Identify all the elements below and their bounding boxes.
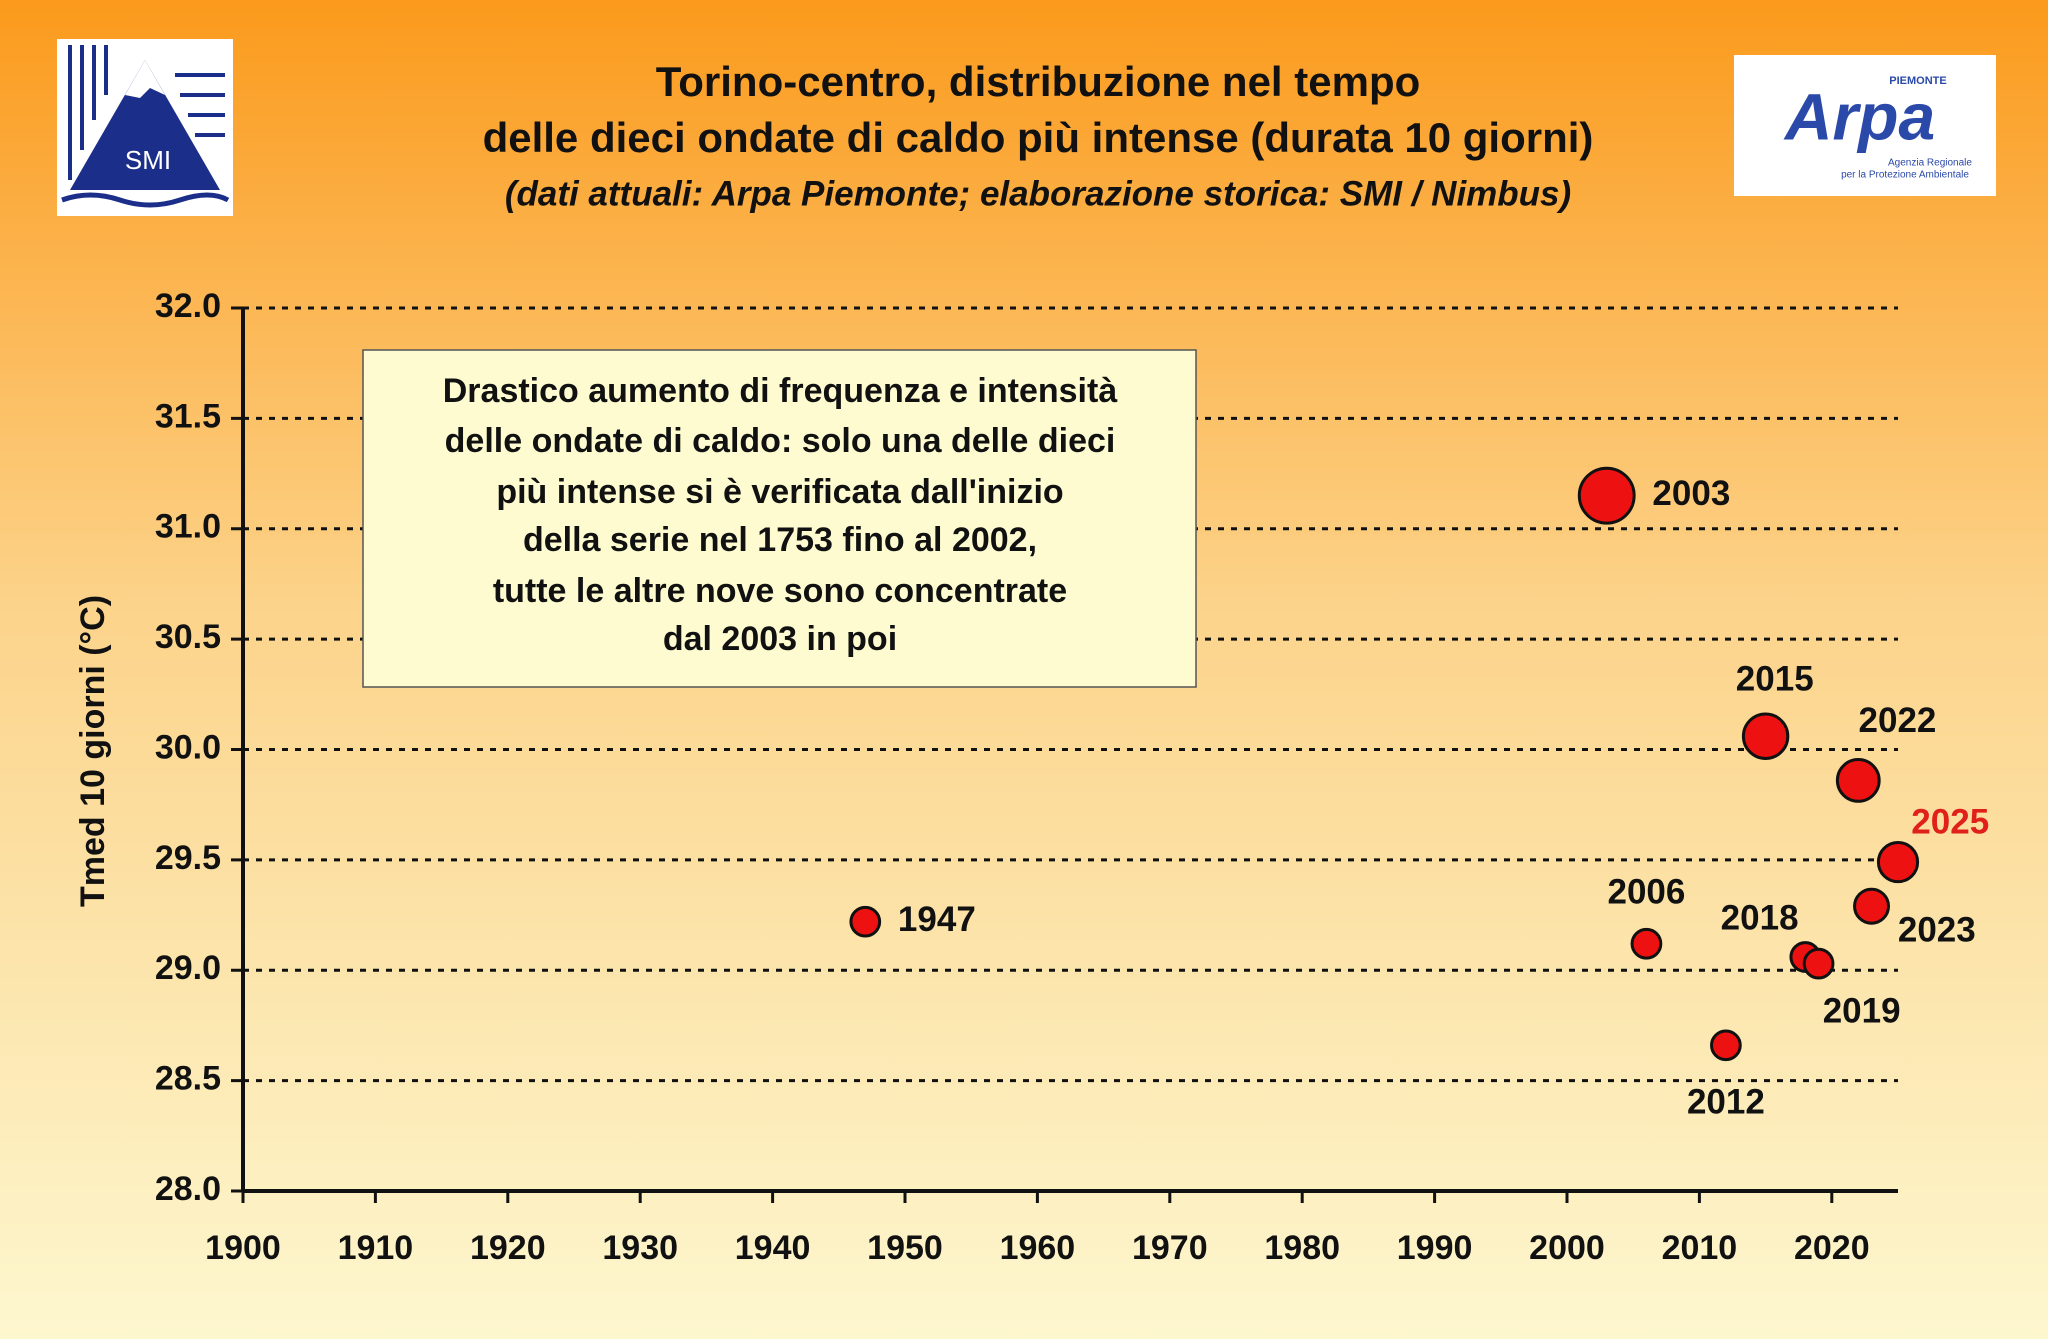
annotation-text: dal 2003 in poi	[663, 620, 897, 658]
arpa-logo-name: Arpa	[1783, 79, 1935, 153]
x-tick-label: 1980	[1264, 1229, 1340, 1267]
point-label: 2018	[1721, 899, 1799, 938]
x-tick-label: 1950	[867, 1229, 943, 1267]
annotation-text: delle ondate di caldo: solo una delle di…	[445, 422, 1116, 460]
point-label: 2022	[1859, 701, 1937, 740]
x-tick-label: 2000	[1529, 1229, 1605, 1267]
annotation-text: Drastico aumento di frequenza e intensit…	[443, 372, 1118, 410]
x-tick-label: 1970	[1132, 1229, 1208, 1267]
point-label: 2015	[1736, 660, 1814, 699]
bubble	[1741, 712, 1790, 760]
x-tick-label: 1900	[205, 1229, 281, 1267]
x-tick-label: 1990	[1397, 1229, 1473, 1267]
point-label: 1947	[898, 900, 976, 939]
bubble	[1802, 947, 1835, 980]
annotation-text: più intense si è verificata dall'inizio	[496, 473, 1063, 511]
y-tick-label: 30.0	[155, 728, 221, 766]
x-tick-label: 1930	[602, 1229, 678, 1267]
x-tick-label: 1910	[338, 1229, 414, 1267]
bubble	[1876, 840, 1920, 884]
point-label: 2023	[1898, 911, 1976, 950]
y-tick-label: 31.5	[155, 397, 221, 435]
bubble	[1577, 466, 1636, 525]
chart-title: delle dieci ondate di caldo più intense …	[483, 114, 1594, 161]
chart-subtitle: (dati attuali: Arpa Piemonte; elaborazio…	[505, 174, 1571, 213]
chart-title: Torino-centro, distribuzione nel tempo	[656, 58, 1421, 105]
bubble	[1630, 927, 1663, 960]
bubble	[1835, 758, 1881, 803]
x-tick-label: 2020	[1794, 1229, 1870, 1267]
arpa-logo-region: PIEMONTE	[1889, 75, 1946, 87]
x-tick-label: 1940	[735, 1229, 811, 1267]
bubble	[1710, 1029, 1742, 1062]
arpa-logo: Arpa PIEMONTE Agenzia Regionale per la P…	[1734, 55, 1996, 196]
y-tick-label: 31.0	[155, 508, 221, 546]
x-tick-label: 1960	[1000, 1229, 1076, 1267]
point-label: 2025	[1911, 802, 1989, 841]
y-tick-label: 29.0	[155, 949, 221, 987]
bubble	[849, 905, 882, 938]
point-label: 2003	[1652, 474, 1730, 513]
point-label: 2012	[1687, 1082, 1765, 1121]
point-label: 2019	[1823, 992, 1901, 1031]
annotation-text: tutte le altre nove sono concentrate	[493, 572, 1067, 610]
y-tick-label: 32.0	[155, 287, 221, 325]
y-tick-label: 28.0	[155, 1170, 221, 1208]
smi-logo: SMI	[57, 39, 233, 216]
y-tick-label: 30.5	[155, 618, 221, 656]
y-tick-label: 29.5	[155, 839, 221, 877]
x-tick-label: 2010	[1662, 1229, 1738, 1267]
x-tick-label: 1920	[470, 1229, 546, 1267]
arpa-logo-agency: Agenzia Regionale	[1888, 158, 1972, 169]
bubble	[1853, 887, 1890, 925]
smi-logo-text: SMI	[125, 145, 171, 175]
y-axis-label: Tmed 10 giorni (°C)	[74, 595, 112, 907]
annotation-box	[362, 349, 1197, 688]
annotation-text: della serie nel 1753 fino al 2002,	[523, 521, 1037, 559]
arpa-logo-agency: per la Protezione Ambientale	[1841, 170, 1969, 181]
point-label: 2006	[1608, 872, 1686, 911]
y-tick-label: 28.5	[155, 1060, 221, 1098]
